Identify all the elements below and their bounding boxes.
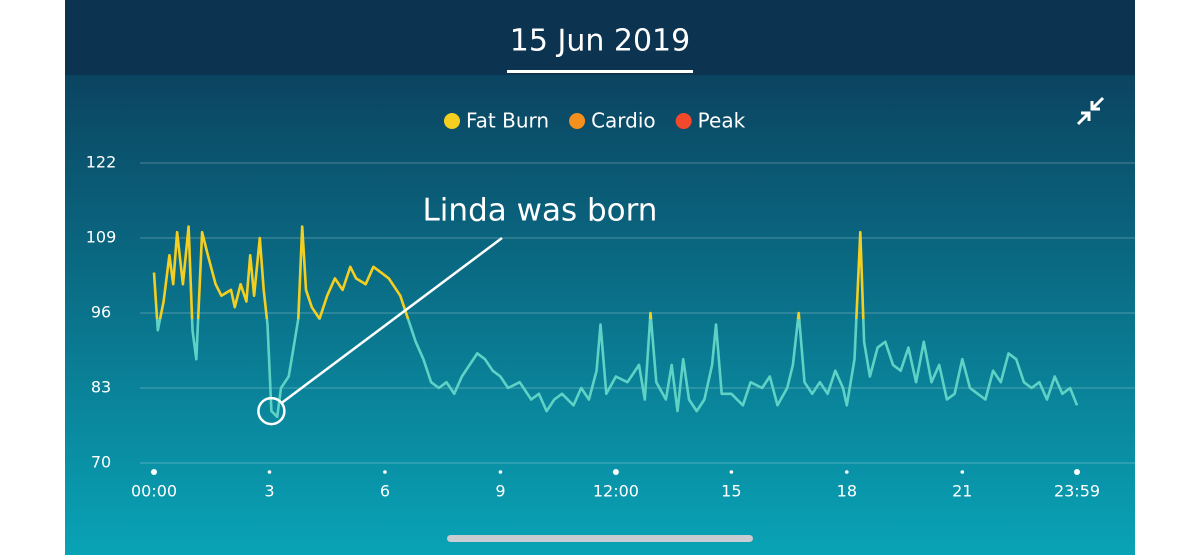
x-tick-mark — [729, 470, 734, 474]
date-underline — [507, 70, 693, 73]
x-tick-mark — [612, 469, 619, 475]
y-tick-label: 122 — [86, 153, 117, 172]
x-tick-label: 00:00 — [131, 482, 177, 501]
x-tick-label: 6 — [380, 482, 390, 501]
x-tick-label: 9 — [495, 482, 505, 501]
icon-arrow — [1076, 111, 1091, 126]
legend-label: Fat Burn — [466, 109, 549, 133]
chart-panel — [65, 75, 1135, 555]
home-indicator — [447, 535, 753, 542]
x-tick-mark — [845, 470, 849, 474]
x-tick-mark — [1074, 469, 1080, 475]
x-tick-label: 18 — [837, 482, 857, 501]
x-tick-mark — [383, 470, 387, 474]
legend-swatch — [675, 113, 692, 129]
x-tick-label: 12:00 — [593, 482, 639, 501]
y-tick-label: 83 — [91, 378, 111, 397]
y-tick-label: 109 — [86, 228, 117, 247]
legend-swatch — [444, 113, 460, 129]
legend-label: Cardio — [591, 109, 656, 133]
date-title[interactable]: 15 Jun 2019 — [510, 24, 690, 59]
annotation-circle — [257, 396, 286, 426]
y-tick-label: 96 — [91, 303, 111, 322]
legend-swatch — [569, 113, 586, 129]
collapse-icon[interactable] — [1076, 96, 1105, 126]
annotation-pointer — [280, 236, 503, 405]
x-tick-label: 3 — [264, 482, 274, 501]
heart-rate-line — [152, 225, 1079, 419]
x-tick-mark — [151, 469, 157, 475]
x-tick-label: 21 — [952, 482, 972, 501]
annotation-text: Linda was born — [423, 193, 658, 229]
x-tick-label: 15 — [721, 482, 741, 501]
legend-label: Peak — [698, 109, 746, 133]
x-tick-mark — [498, 470, 503, 474]
header-bar — [65, 0, 1135, 75]
y-tick-label: 70 — [91, 453, 111, 472]
x-tick-label: 23:59 — [1054, 482, 1100, 501]
x-tick-mark — [267, 470, 272, 474]
icon-arrow — [1090, 96, 1105, 111]
x-tick-mark — [960, 470, 965, 474]
